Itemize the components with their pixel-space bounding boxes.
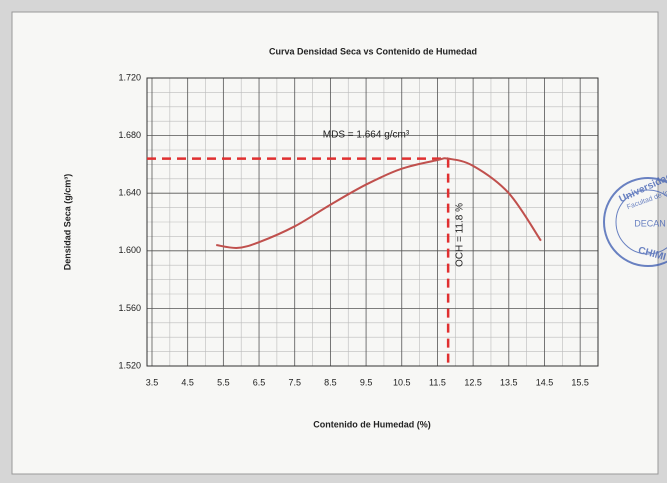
mds-annotation: MDS = 1.664 g/cm³ bbox=[323, 130, 410, 141]
x-axis-label: Contenido de Humedad (%) bbox=[313, 419, 431, 429]
paper bbox=[11, 11, 659, 475]
x-tick-label: 6.5 bbox=[253, 377, 266, 387]
x-tick-label: 5.5 bbox=[217, 377, 230, 387]
y-tick-label: 1.560 bbox=[118, 303, 141, 313]
stamp-ring bbox=[603, 177, 667, 267]
x-tick-label: 14.5 bbox=[536, 377, 554, 387]
x-tick-label: 11.5 bbox=[429, 377, 446, 387]
y-axis-label: Densidad Seca (g/cm³) bbox=[62, 174, 72, 271]
x-tick-label: 7.5 bbox=[288, 377, 301, 387]
chart-title: Curva Densidad Seca vs Contenido de Hume… bbox=[269, 46, 477, 56]
x-tick-label: 13.5 bbox=[500, 377, 518, 387]
y-tick-label: 1.680 bbox=[118, 130, 141, 140]
x-tick-label: 4.5 bbox=[181, 377, 194, 387]
y-tick-label: 1.600 bbox=[118, 245, 141, 255]
stamp-ring bbox=[615, 189, 667, 255]
stamp-text: DECAN bbox=[634, 218, 666, 228]
grid bbox=[147, 77, 598, 367]
curve bbox=[216, 157, 542, 249]
x-tick-label: 15.5 bbox=[571, 377, 589, 387]
y-tick-label: 1.640 bbox=[118, 188, 141, 198]
och-annotation: OCH = 11.8 % bbox=[455, 203, 466, 267]
x-tick-label: 9.5 bbox=[360, 377, 373, 387]
y-tick-label: 1.520 bbox=[118, 360, 141, 370]
x-tick-label: 10.5 bbox=[393, 377, 411, 387]
x-tick-label: 8.5 bbox=[324, 377, 337, 387]
plot-frame bbox=[146, 77, 599, 367]
x-tick-label: 12.5 bbox=[464, 377, 482, 387]
x-tick-label: 3.5 bbox=[146, 377, 159, 387]
y-tick-label: 1.720 bbox=[118, 72, 141, 82]
